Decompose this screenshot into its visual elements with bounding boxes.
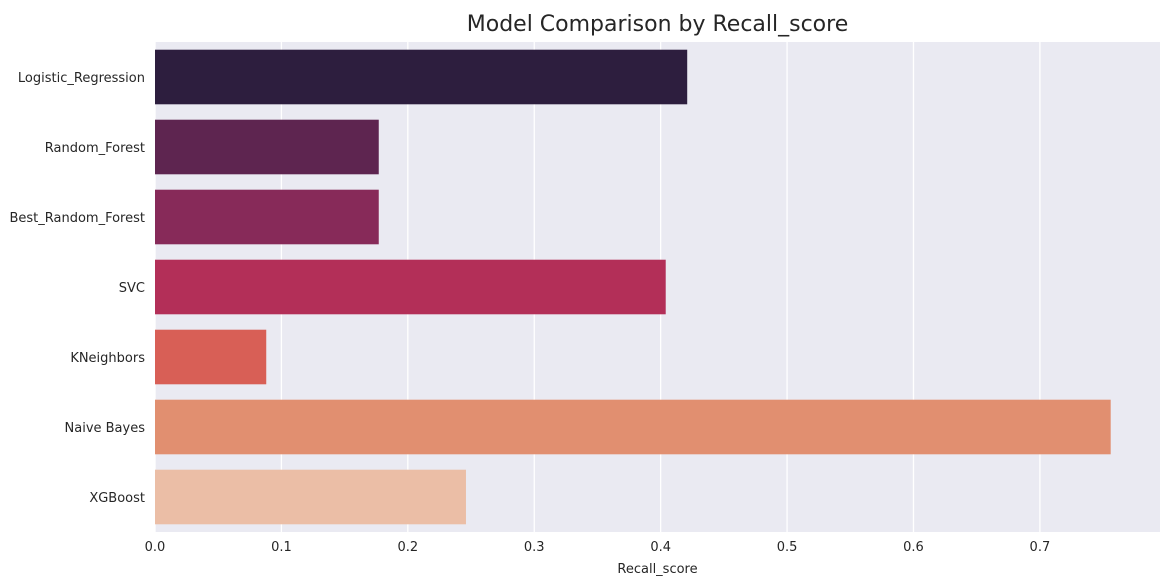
- chart-title: Model Comparison by Recall_score: [467, 12, 849, 37]
- category-label: Random_Forest: [45, 141, 145, 156]
- x-tick-label: 0.1: [271, 540, 292, 555]
- bar: [155, 329, 267, 385]
- x-tick-label: 0.0: [145, 540, 166, 555]
- category-labels: Logistic_Regression Random_Forest Best_Ran…: [9, 71, 145, 506]
- bars: [155, 49, 1111, 525]
- category-label: SVC: [119, 281, 145, 296]
- x-tick-labels: 0.0 0.1 0.2 0.3 0.4 0.5 0.6 0.7: [145, 540, 1051, 555]
- x-tick-label: 0.4: [650, 540, 671, 555]
- x-tick-label: 0.3: [524, 540, 545, 555]
- category-label: XGBoost: [89, 491, 145, 506]
- x-tick-label: 0.7: [1030, 540, 1051, 555]
- x-tick-label: 0.6: [903, 540, 924, 555]
- bar: [155, 259, 666, 315]
- category-label: Logistic_Regression: [18, 71, 145, 86]
- bar: [155, 189, 379, 245]
- x-tick-label: 0.2: [397, 540, 418, 555]
- bar: [155, 49, 688, 105]
- category-label: KNeighbors: [70, 351, 145, 366]
- category-label: Naive Bayes: [65, 421, 146, 436]
- bar: [155, 469, 466, 525]
- x-tick-label: 0.5: [777, 540, 798, 555]
- x-axis-label: Recall_score: [617, 562, 697, 577]
- bar: [155, 119, 379, 175]
- bar: [155, 399, 1111, 455]
- category-label: Best_Random_Forest: [9, 211, 145, 226]
